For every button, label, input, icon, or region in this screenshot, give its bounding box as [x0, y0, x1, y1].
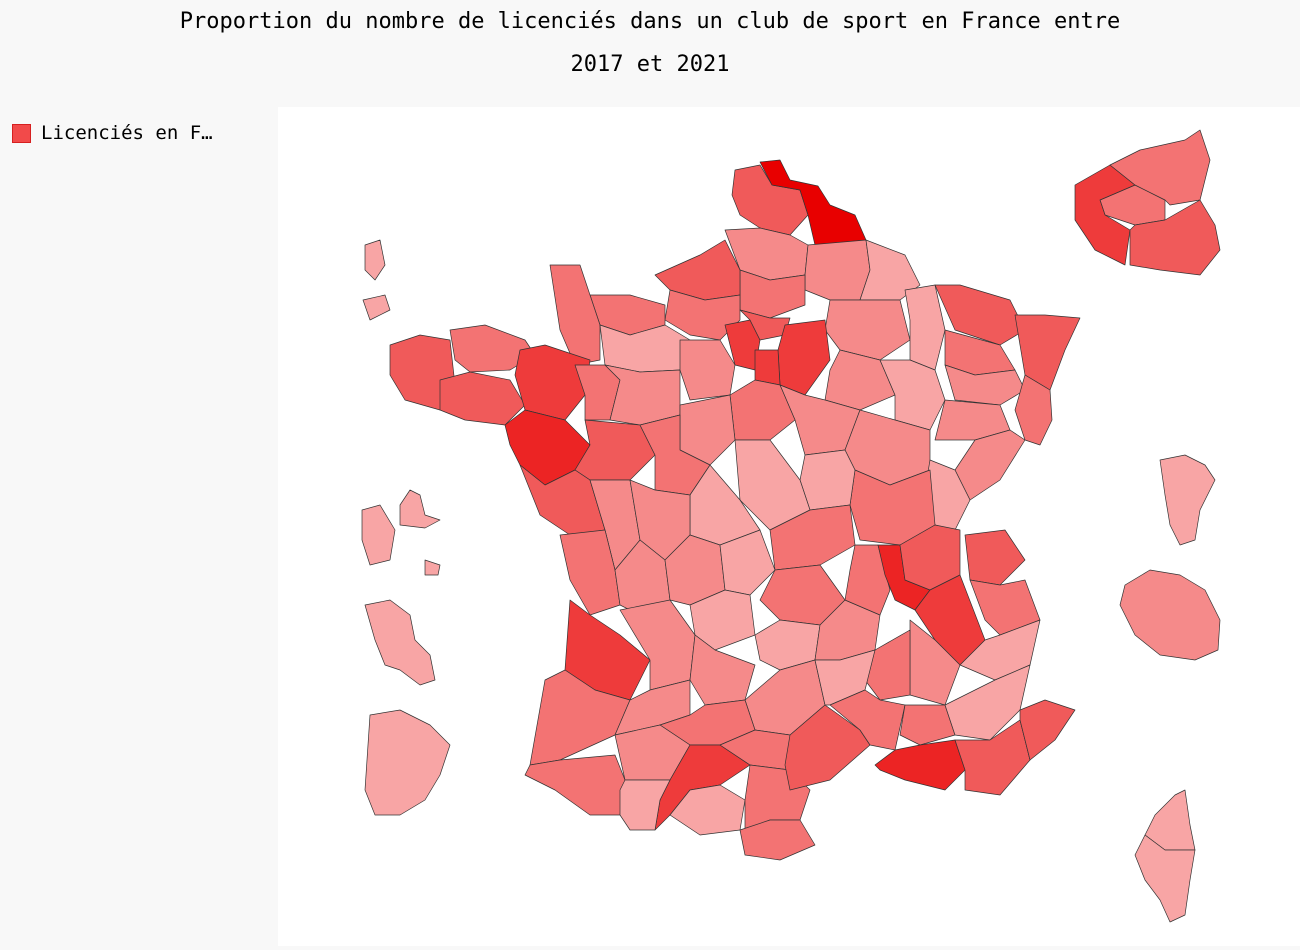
dept-seine-et-marne[interactable]	[777, 319, 831, 396]
dept-herault[interactable]	[784, 704, 871, 791]
dept-gard[interactable]	[829, 689, 906, 751]
dept-pyrenees-orientales[interactable]	[739, 819, 816, 861]
dept-creuse[interactable]	[719, 529, 776, 596]
dept-orne[interactable]	[599, 324, 691, 373]
dept-mayotte[interactable]	[1159, 454, 1216, 546]
dept-doubs[interactable]	[954, 429, 1026, 501]
title-line-2: 2017 et 2021	[570, 52, 730, 77]
map-panel	[278, 107, 1300, 946]
metropolitan-france	[389, 159, 1081, 861]
legend-label: Licenciés en F…	[41, 122, 213, 144]
dept-guyane[interactable]	[364, 709, 451, 816]
overseas-territories	[361, 239, 451, 816]
dept-haut-rhin[interactable]	[1014, 374, 1053, 446]
dept-guadeloupe[interactable]	[361, 489, 441, 576]
dept-hautes-pyrenees[interactable]	[619, 779, 671, 831]
dept-pas-de-calais[interactable]	[731, 164, 809, 236]
dept-vaucluse[interactable]	[899, 704, 956, 746]
chart-title: Proportion du nombre de licenciés dans u…	[0, 0, 1300, 86]
dept-var[interactable]	[954, 719, 1031, 796]
dept-sarthe[interactable]	[604, 364, 681, 426]
dept-essonne[interactable]	[754, 349, 781, 386]
inset-val-de-marne[interactable]	[1129, 199, 1221, 276]
dept-meuse[interactable]	[904, 284, 946, 371]
dept-manche[interactable]	[549, 264, 601, 366]
dept-aisne[interactable]	[804, 239, 871, 301]
title-line-1: Proportion du nombre de licenciés dans u…	[179, 9, 1121, 34]
dept-haute-marne[interactable]	[879, 359, 946, 431]
dept-morbihan[interactable]	[439, 371, 526, 426]
choropleth-map	[361, 129, 1221, 923]
dept-la-reunion[interactable]	[1119, 569, 1221, 661]
dept-haute-savoie[interactable]	[964, 529, 1026, 586]
dept-martinique[interactable]	[364, 599, 436, 686]
ile-de-france-inset	[1074, 129, 1221, 276]
right-insets	[1119, 454, 1221, 923]
legend[interactable]: Licenciés en F…	[12, 122, 213, 144]
dept-nord[interactable]	[759, 159, 867, 246]
inset-seine-saint-denis[interactable]	[1109, 129, 1211, 206]
dept-pyrenees-atlantiques[interactable]	[524, 754, 626, 816]
dept-bas-rhin[interactable]	[1014, 314, 1081, 391]
dept-ille-et-vilaine[interactable]	[514, 344, 591, 421]
dept-nievre[interactable]	[799, 449, 856, 511]
dept-marne[interactable]	[824, 299, 911, 361]
dept-eure-et-loir[interactable]	[679, 339, 736, 401]
dept-alpes-maritimes[interactable]	[1019, 699, 1076, 761]
dept-aube[interactable]	[824, 349, 896, 411]
dept-corse-du-sud[interactable]	[1134, 834, 1196, 923]
dept-seine-maritime[interactable]	[654, 239, 741, 301]
dept-saint-pierre[interactable]	[362, 239, 391, 321]
legend-swatch	[12, 123, 31, 143]
